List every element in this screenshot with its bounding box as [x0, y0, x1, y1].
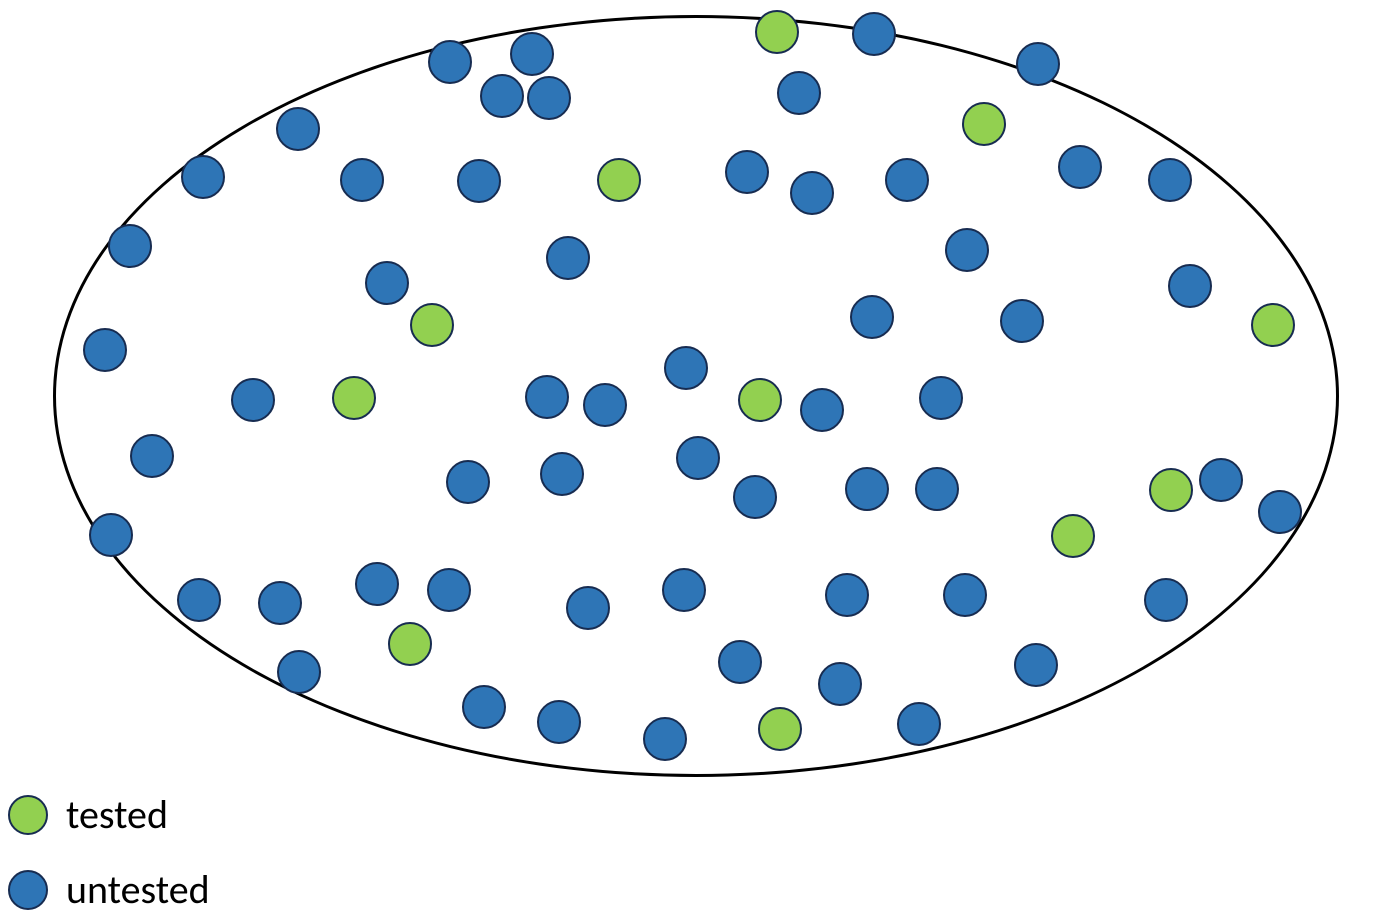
- untested-point: [1014, 643, 1058, 687]
- untested-point: [546, 236, 590, 280]
- untested-point: [845, 467, 889, 511]
- untested-point: [89, 513, 133, 557]
- untested-point: [537, 700, 581, 744]
- legend-item-untested: untested: [8, 865, 210, 914]
- untested-point: [825, 573, 869, 617]
- untested-point: [818, 662, 862, 706]
- legend-label: tested: [66, 790, 168, 839]
- diagram-canvas: testeduntested: [0, 0, 1385, 902]
- untested-point: [1016, 42, 1060, 86]
- tested-point: [410, 303, 454, 347]
- tested-point: [755, 10, 799, 54]
- untested-point: [733, 475, 777, 519]
- untested-point: [919, 376, 963, 420]
- untested-point: [1258, 490, 1302, 534]
- untested-point: [525, 375, 569, 419]
- untested-point: [365, 261, 409, 305]
- tested-point: [388, 622, 432, 666]
- untested-point: [664, 346, 708, 390]
- untested-point: [662, 568, 706, 612]
- untested-point: [181, 155, 225, 199]
- untested-swatch-icon: [8, 870, 48, 910]
- untested-point: [130, 434, 174, 478]
- untested-point: [480, 74, 524, 118]
- untested-point: [1000, 299, 1044, 343]
- untested-point: [446, 460, 490, 504]
- untested-point: [276, 107, 320, 151]
- untested-point: [852, 12, 896, 56]
- untested-point: [355, 562, 399, 606]
- untested-point: [527, 76, 571, 120]
- untested-point: [258, 581, 302, 625]
- untested-point: [583, 383, 627, 427]
- untested-point: [943, 573, 987, 617]
- untested-point: [277, 650, 321, 694]
- untested-point: [462, 685, 506, 729]
- tested-point: [962, 102, 1006, 146]
- untested-point: [643, 717, 687, 761]
- untested-point: [427, 568, 471, 612]
- legend-item-tested: tested: [8, 790, 210, 839]
- tested-point: [738, 378, 782, 422]
- untested-point: [676, 436, 720, 480]
- untested-point: [457, 159, 501, 203]
- untested-point: [915, 467, 959, 511]
- untested-point: [800, 388, 844, 432]
- untested-point: [177, 578, 221, 622]
- untested-point: [850, 295, 894, 339]
- untested-point: [83, 328, 127, 372]
- untested-point: [1148, 158, 1192, 202]
- untested-point: [566, 586, 610, 630]
- tested-point: [1051, 514, 1095, 558]
- tested-point: [597, 158, 641, 202]
- untested-point: [510, 32, 554, 76]
- tested-point: [758, 707, 802, 751]
- legend-label: untested: [66, 865, 210, 914]
- untested-point: [790, 171, 834, 215]
- untested-point: [540, 452, 584, 496]
- tested-point: [1251, 303, 1295, 347]
- untested-point: [777, 71, 821, 115]
- untested-point: [428, 40, 472, 84]
- tested-point: [1149, 468, 1193, 512]
- untested-point: [231, 378, 275, 422]
- untested-point: [725, 150, 769, 194]
- tested-point: [332, 376, 376, 420]
- untested-point: [1058, 145, 1102, 189]
- untested-point: [108, 224, 152, 268]
- untested-point: [340, 158, 384, 202]
- untested-point: [718, 640, 762, 684]
- untested-point: [1144, 578, 1188, 622]
- untested-point: [1168, 264, 1212, 308]
- untested-point: [945, 228, 989, 272]
- untested-point: [1199, 458, 1243, 502]
- legend: tested untested: [8, 790, 210, 914]
- untested-point: [897, 702, 941, 746]
- tested-swatch-icon: [8, 795, 48, 835]
- untested-point: [885, 158, 929, 202]
